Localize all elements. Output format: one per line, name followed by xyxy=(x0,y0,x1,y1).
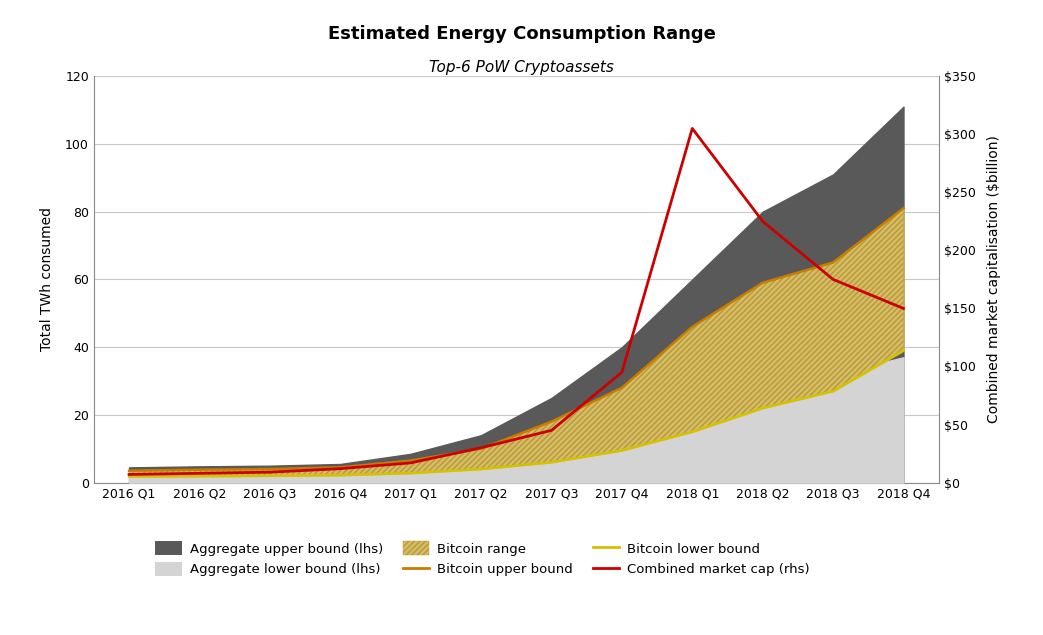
Y-axis label: Combined market capitalisation ($billion): Combined market capitalisation ($billion… xyxy=(987,135,1000,424)
Y-axis label: Total TWh consumed: Total TWh consumed xyxy=(40,208,54,351)
Text: Top-6 PoW Cryptoassets: Top-6 PoW Cryptoassets xyxy=(429,60,614,76)
Text: Estimated Energy Consumption Range: Estimated Energy Consumption Range xyxy=(328,25,715,43)
Legend: Aggregate upper bound (lhs), Aggregate lower bound (lhs), Bitcoin range, Bitcoin: Aggregate upper bound (lhs), Aggregate l… xyxy=(150,536,815,582)
